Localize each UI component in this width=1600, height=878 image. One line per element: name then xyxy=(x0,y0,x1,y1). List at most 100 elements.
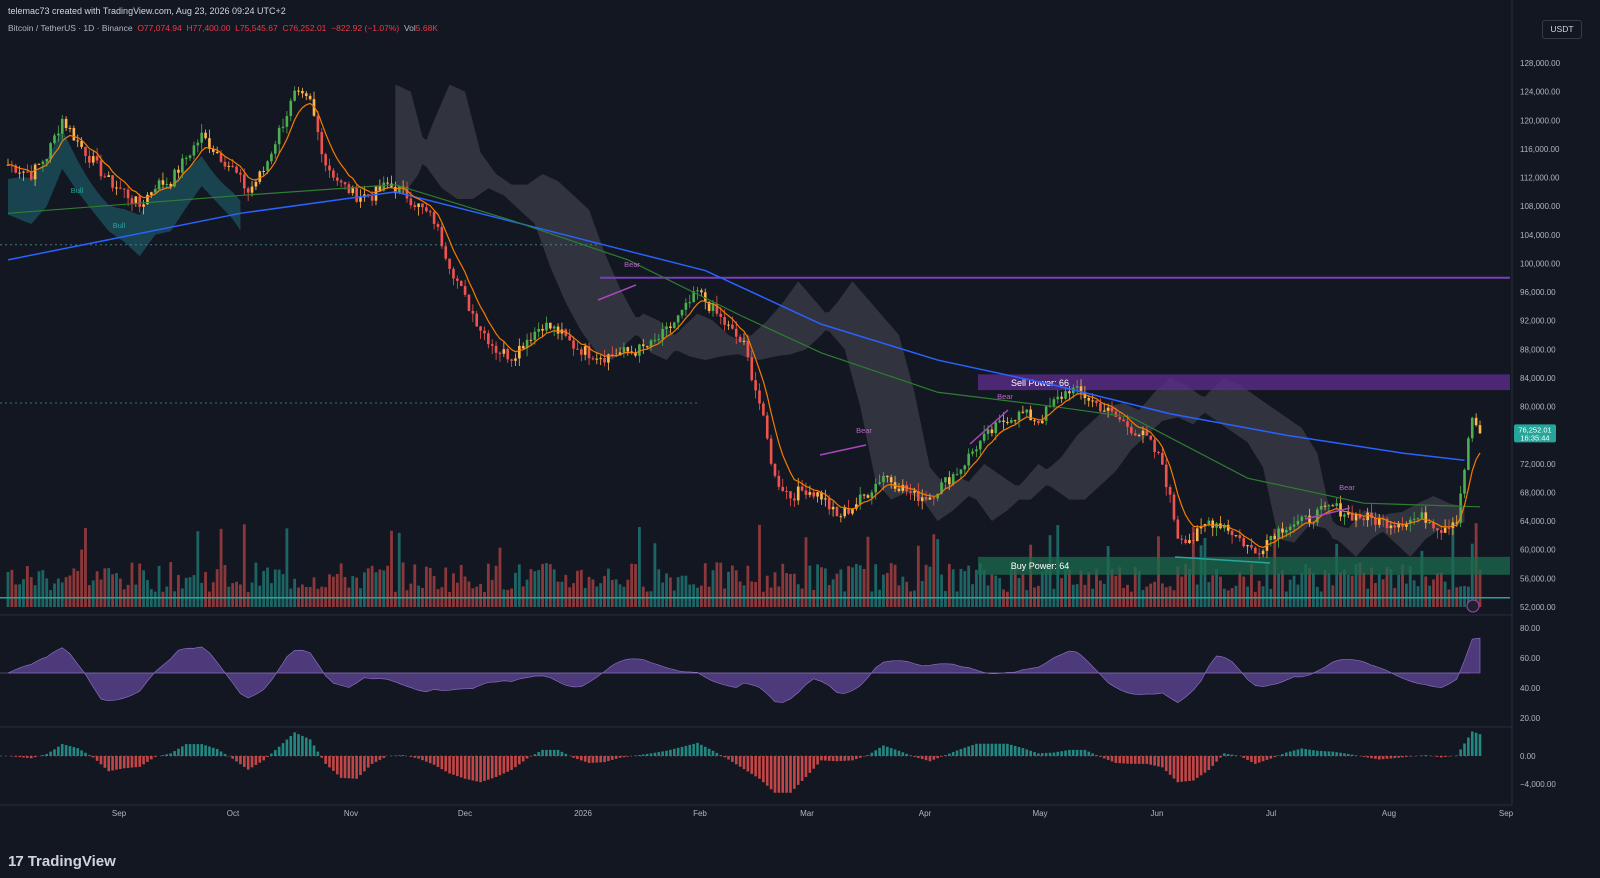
macd-histogram-bar xyxy=(1312,750,1315,756)
candle-body xyxy=(285,116,289,127)
macd-histogram-bar xyxy=(1102,756,1106,759)
macd-histogram-bar xyxy=(556,749,560,756)
macd-histogram-bar xyxy=(1405,756,1408,757)
macd-histogram-bar xyxy=(277,746,281,756)
candle-body xyxy=(951,474,955,485)
price-tick-label: 108,000.00 xyxy=(1520,202,1561,211)
candle-body xyxy=(1203,524,1207,527)
candle-body xyxy=(196,142,200,146)
candle-body xyxy=(1188,540,1191,543)
volume-bar xyxy=(1327,572,1331,607)
volume-bar xyxy=(529,569,533,607)
tradingview-logo[interactable]: 17 TradingView xyxy=(8,853,116,870)
macd-histogram-bar xyxy=(1145,756,1149,764)
candle-body xyxy=(676,315,680,323)
candle-body xyxy=(138,196,142,207)
candle-body xyxy=(851,508,854,514)
macd-histogram-bar xyxy=(192,744,196,756)
volume-bar xyxy=(270,583,273,607)
macd-histogram-bar xyxy=(490,756,494,779)
macd-histogram-bar xyxy=(425,756,428,762)
volume-bar xyxy=(610,579,614,607)
candle-body xyxy=(417,203,420,208)
volume-bar xyxy=(1443,581,1447,607)
macd-histogram-bar xyxy=(1075,749,1079,756)
macd-histogram-bar xyxy=(378,756,382,760)
macd-histogram-bar xyxy=(700,744,703,756)
candle-body xyxy=(68,127,72,129)
candle-body xyxy=(60,118,64,134)
macd-histogram-bar xyxy=(1250,756,1253,762)
macd-histogram-bar xyxy=(1281,754,1284,756)
macd-histogram-bar xyxy=(1343,753,1346,756)
candle-body xyxy=(1381,518,1385,520)
candle-body xyxy=(1130,426,1133,434)
macd-histogram-bar xyxy=(1393,756,1397,759)
macd-histogram-bar xyxy=(146,756,149,762)
last-price-value: 76,252.01 xyxy=(1518,425,1551,434)
candle-body xyxy=(1254,547,1257,554)
volume-bar xyxy=(498,547,502,607)
macd-histogram-bar xyxy=(1176,756,1180,783)
macd-histogram-bar xyxy=(359,756,362,776)
ohlc-legend[interactable]: Bitcoin / TetherUS · 1D · Binance O77,07… xyxy=(8,23,438,33)
macd-histogram-bar xyxy=(886,746,889,756)
candle-body xyxy=(64,118,68,128)
candle-body xyxy=(223,161,227,167)
osc-tick-label: 20.00 xyxy=(1520,714,1541,723)
candle-body xyxy=(793,498,796,501)
macd-histogram-bar xyxy=(1439,756,1443,758)
volume-bar xyxy=(595,586,599,607)
macd-histogram-bar xyxy=(188,744,192,756)
macd-histogram-bar xyxy=(1215,756,1218,762)
candle-body xyxy=(800,486,804,491)
candle-body xyxy=(1335,503,1338,506)
candle-body xyxy=(254,181,258,187)
candle-body xyxy=(37,163,41,165)
volume-bar xyxy=(49,589,53,607)
candle-body xyxy=(456,278,459,281)
macd-histogram-bar xyxy=(591,756,595,763)
candle-body xyxy=(316,115,320,133)
currency-button[interactable]: USDT xyxy=(1542,20,1582,39)
macd-histogram-bar xyxy=(483,756,486,781)
candle-body xyxy=(603,358,606,363)
volume-bar xyxy=(331,576,335,607)
candle-body xyxy=(541,328,544,331)
macd-histogram-bar xyxy=(785,756,788,793)
sell-power-label: Sell Power: 66 xyxy=(1011,378,1069,388)
candle-body xyxy=(754,380,757,391)
macd-histogram-bar xyxy=(1199,756,1203,776)
candle-body xyxy=(1467,438,1470,470)
candle-body xyxy=(382,182,386,191)
ema200-line xyxy=(7,191,1465,462)
volume-bar xyxy=(204,572,207,607)
volume-bar xyxy=(618,584,622,607)
volume-bar xyxy=(1315,586,1319,607)
candle-body xyxy=(1374,518,1377,525)
volume-bar xyxy=(576,570,579,607)
volume-bar xyxy=(1300,572,1304,607)
volume-bar xyxy=(239,584,242,607)
osc-tick-label: 40.00 xyxy=(1520,684,1541,693)
volume-bar xyxy=(99,579,103,607)
volume-bar xyxy=(463,576,467,607)
candle-body xyxy=(1106,407,1110,411)
volume-bar xyxy=(227,586,231,607)
candle-body xyxy=(1141,430,1145,435)
candle-body xyxy=(765,415,769,439)
candle-body xyxy=(762,403,765,416)
volume-bar xyxy=(1044,567,1048,607)
macd-histogram-bar xyxy=(1273,756,1276,758)
candle-body xyxy=(920,497,924,502)
volume-bar xyxy=(1374,582,1377,607)
volume-bar xyxy=(1416,586,1420,607)
volume-bar xyxy=(657,569,661,607)
macd-histogram-bar xyxy=(250,756,254,768)
volume-bar xyxy=(951,569,955,607)
volume-bar xyxy=(1234,585,1238,607)
candle-body xyxy=(88,155,91,163)
price-tick-label: 104,000.00 xyxy=(1520,231,1561,240)
